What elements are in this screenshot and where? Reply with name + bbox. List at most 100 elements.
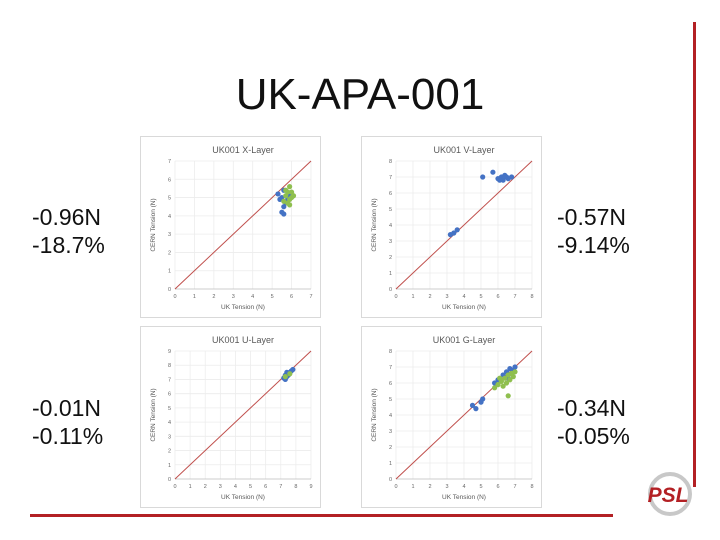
y-axis-label: CERN Tension (N) xyxy=(371,198,378,251)
scatter-point xyxy=(290,193,297,199)
y-tick-label: 6 xyxy=(168,392,171,398)
x-tick-label: 7 xyxy=(513,294,516,300)
scatter-point xyxy=(282,374,288,380)
x-axis-label: UK Tension (N) xyxy=(221,304,265,311)
x-tick-label: 4 xyxy=(462,484,465,490)
x-tick-label: 2 xyxy=(204,484,207,490)
x-tick-label: 8 xyxy=(294,484,297,490)
scatter-point xyxy=(287,371,293,377)
y-tick-label: 7 xyxy=(168,159,171,165)
stat-percent: -9.14% xyxy=(557,232,630,258)
scatter-point xyxy=(497,375,503,381)
y-tick-label: 5 xyxy=(389,207,392,213)
stat-percent: -0.11% xyxy=(32,423,104,449)
y-tick-label: 7 xyxy=(389,175,392,181)
x-tick-label: 1 xyxy=(411,294,414,300)
scatter-point xyxy=(281,198,287,204)
y-tick-label: 1 xyxy=(389,461,392,467)
stat-percent: -18.7% xyxy=(32,232,105,258)
y-tick-label: 1 xyxy=(389,271,392,277)
scatter-point xyxy=(287,202,293,208)
y-tick-label: 2 xyxy=(168,449,171,455)
y-tick-label: 6 xyxy=(389,381,392,387)
scatter-point xyxy=(510,374,516,380)
chart-v-layer: UK001 V-Layer 0 1 2 3 4 5 6 7 8 0 1 2 3 4 5 6 7 8 UK Tensio… xyxy=(371,145,534,311)
x-tick-label: 0 xyxy=(173,294,176,300)
stat-percent: -0.05% xyxy=(557,423,630,449)
chart-panel-g-layer: UK001 G-Layer 0 1 2 3 4 5 6 7 8 0 1 2 3 4 5 6 7 8 UK Tensio… xyxy=(361,326,542,508)
y-tick-label: 0 xyxy=(168,477,171,483)
x-tick-label: 5 xyxy=(249,484,252,490)
stat-g-layer: -0.34N -0.05% xyxy=(557,394,630,450)
y-tick-label: 0 xyxy=(389,477,392,483)
scatter-point xyxy=(509,174,515,180)
scatter-point xyxy=(507,377,513,383)
scatter-point xyxy=(512,369,518,375)
y-tick-label: 4 xyxy=(168,214,171,220)
chart-g-layer: UK001 G-Layer 0 1 2 3 4 5 6 7 8 0 1 2 3 4 5 6 7 8 UK Tensio… xyxy=(371,335,534,501)
x-tick-label: 1 xyxy=(411,484,414,490)
chart-panel-x-layer: UK001 X-Layer 0 1 2 3 4 5 6 7 0 1 2 3 4 5 6 7 UK Tension … xyxy=(140,136,321,318)
x-tick-label: 8 xyxy=(530,294,533,300)
y-tick-label: 8 xyxy=(389,159,392,165)
scatter-point xyxy=(454,227,460,233)
scatter-point xyxy=(480,396,486,402)
x-tick-label: 4 xyxy=(251,294,254,300)
scatter-point xyxy=(469,402,476,408)
y-tick-label: 2 xyxy=(389,255,392,261)
y-tick-label: 9 xyxy=(168,349,171,355)
chart-panel-v-layer: UK001 V-Layer 0 1 2 3 4 5 6 7 8 0 1 2 3 4 5 6 7 8 UK Tensio… xyxy=(361,136,542,318)
x-tick-label: 3 xyxy=(445,484,448,490)
scatter-point xyxy=(502,375,508,381)
x-tick-label: 3 xyxy=(219,484,222,490)
psl-logo: PSL xyxy=(648,472,692,516)
chart-title: UK001 U-Layer xyxy=(212,335,274,345)
scatter-point xyxy=(275,191,281,197)
x-axis-label: UK Tension (N) xyxy=(442,304,486,311)
x-axis-label: UK Tension (N) xyxy=(221,494,265,501)
y-tick-label: 1 xyxy=(168,269,171,275)
stat-tension: -0.01N xyxy=(32,395,102,421)
chart-x-layer: UK001 X-Layer 0 1 2 3 4 5 6 7 0 1 2 3 4 5 6 7 UK Tension … xyxy=(150,145,313,311)
x-tick-label: 1 xyxy=(193,294,196,300)
chart-title: UK001 G-Layer xyxy=(433,335,496,345)
stat-tension: -0.57N xyxy=(557,204,627,230)
x-tick-label: 6 xyxy=(264,484,267,490)
x-tick-label: 1 xyxy=(189,484,192,490)
stat-x-layer: -0.96N -18.7% xyxy=(32,203,105,259)
y-tick-label: 6 xyxy=(389,191,392,197)
x-tick-label: 0 xyxy=(394,294,397,300)
y-tick-label: 4 xyxy=(389,223,392,229)
y-tick-label: 7 xyxy=(168,377,171,383)
stat-tension: -0.34N xyxy=(557,395,627,421)
y-tick-label: 8 xyxy=(168,363,171,369)
y-tick-label: 0 xyxy=(389,287,392,293)
stat-v-layer: -0.57N -9.14% xyxy=(557,203,630,259)
x-tick-label: 0 xyxy=(394,484,397,490)
y-tick-label: 4 xyxy=(389,413,392,419)
scatter-point xyxy=(283,187,289,193)
x-tick-label: 3 xyxy=(232,294,235,300)
bottom-accent-line xyxy=(30,514,613,517)
x-tick-label: 0 xyxy=(173,484,176,490)
y-tick-label: 2 xyxy=(168,250,171,256)
scatter-point xyxy=(473,406,479,412)
y-tick-label: 5 xyxy=(168,406,171,412)
scatter-point xyxy=(495,382,501,388)
scatter-point xyxy=(480,174,486,180)
y-tick-label: 3 xyxy=(389,429,392,435)
logo-text: PSL xyxy=(648,484,689,507)
stat-u-layer: -0.01N -0.11% xyxy=(32,394,103,450)
x-tick-label: 4 xyxy=(462,294,465,300)
scatter-point xyxy=(490,169,496,175)
reference-line-y-equals-x xyxy=(174,160,312,290)
y-tick-label: 5 xyxy=(168,196,171,202)
x-tick-label: 7 xyxy=(309,294,312,300)
x-tick-label: 6 xyxy=(496,294,499,300)
scatter-point xyxy=(497,177,503,183)
y-tick-label: 2 xyxy=(389,445,392,451)
y-tick-label: 7 xyxy=(389,365,392,371)
y-tick-label: 6 xyxy=(168,177,171,183)
y-tick-label: 4 xyxy=(168,420,171,426)
x-tick-label: 9 xyxy=(309,484,312,490)
